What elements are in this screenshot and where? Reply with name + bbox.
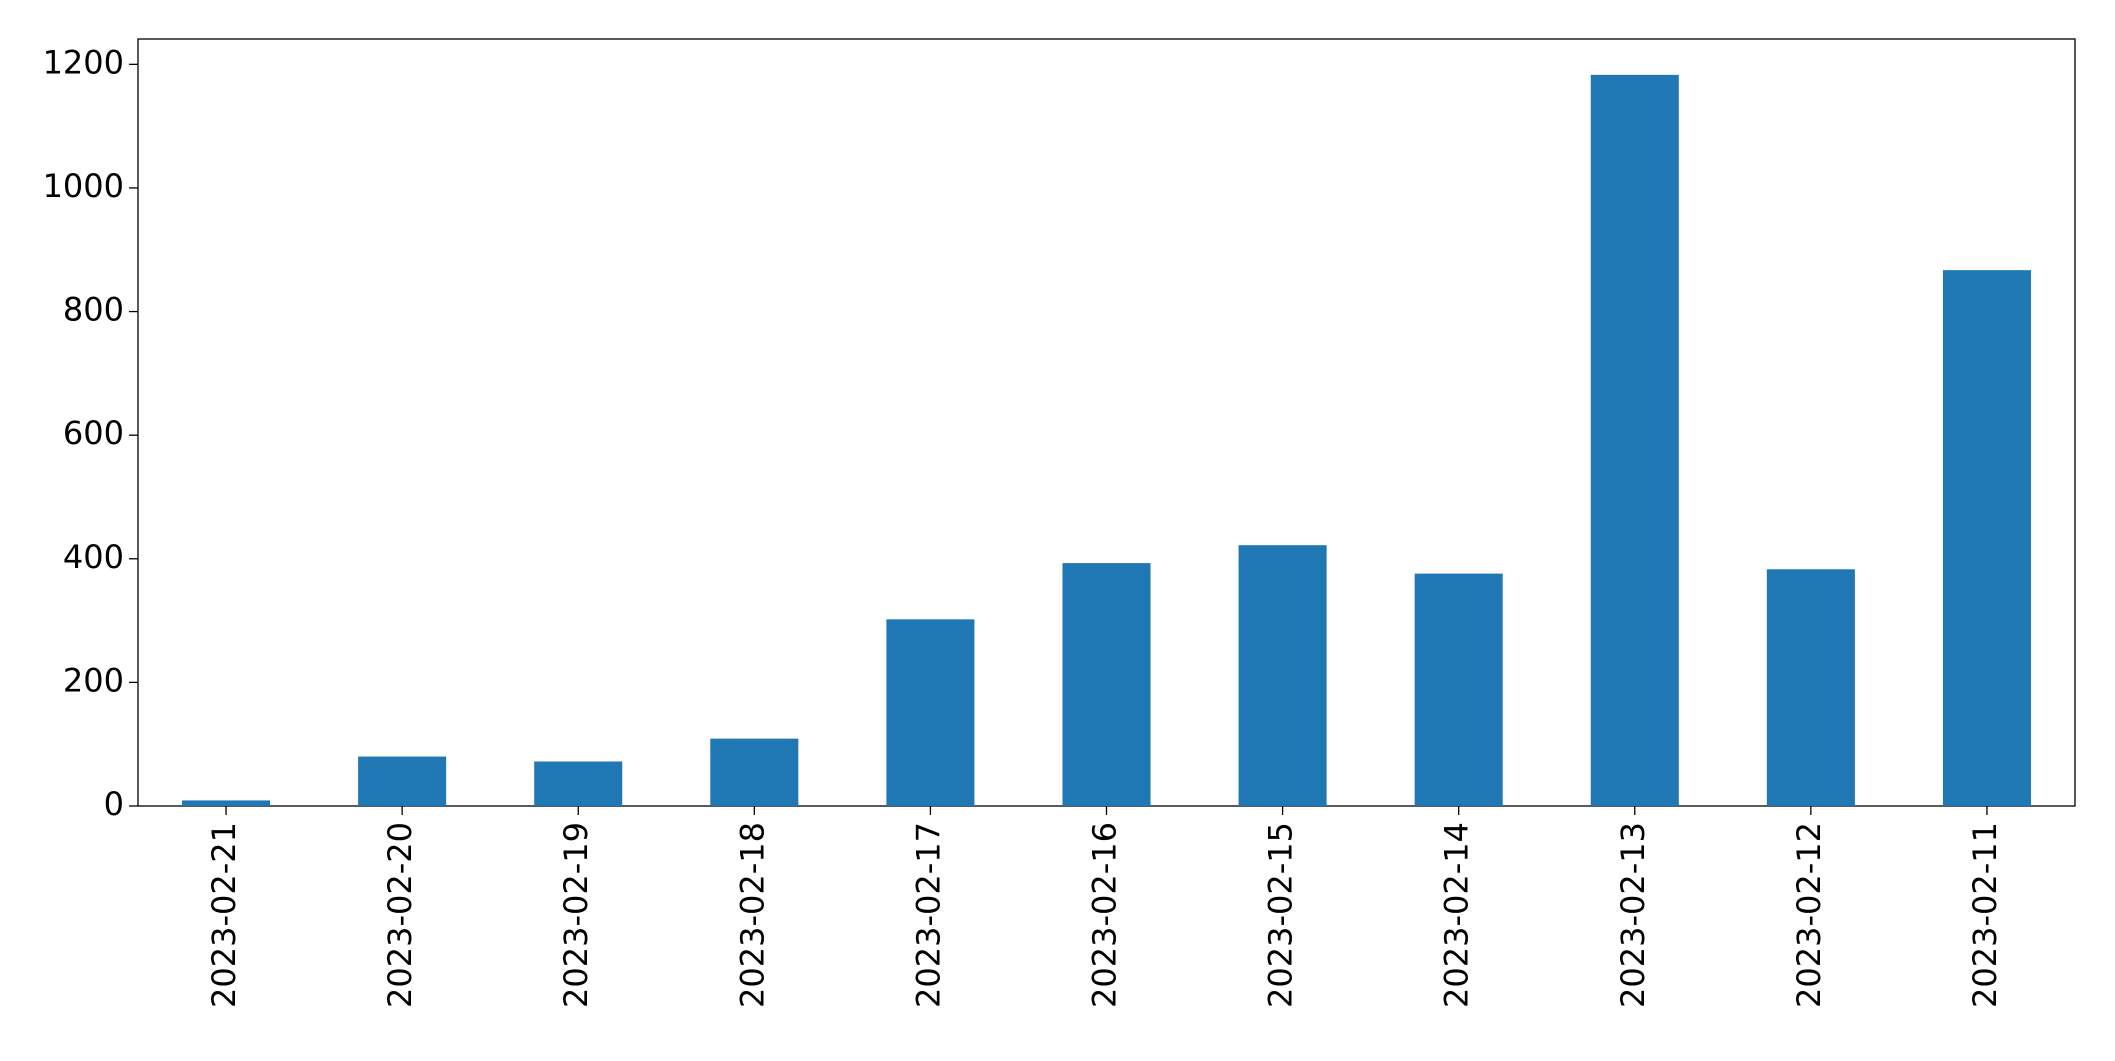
x-tick-label: 2023-02-12 — [1790, 822, 1828, 1008]
bar — [1238, 545, 1327, 806]
x-tick-label: 2023-02-15 — [1262, 822, 1300, 1008]
bar — [358, 756, 447, 806]
y-tick-label: 0 — [104, 785, 124, 823]
bar — [1766, 569, 1855, 806]
bar — [1062, 563, 1151, 806]
y-tick-label: 1000 — [43, 167, 124, 205]
x-tick-label: 2023-02-18 — [733, 822, 771, 1008]
y-tick-label: 800 — [63, 291, 124, 329]
bar — [710, 738, 799, 806]
x-tick-label: 2023-02-21 — [205, 822, 243, 1008]
y-tick-label: 200 — [63, 661, 124, 699]
bar — [534, 761, 623, 806]
bar — [1942, 270, 2031, 806]
x-tick-label: 2023-02-11 — [1966, 822, 2004, 1008]
x-tick-label: 2023-02-14 — [1438, 822, 1476, 1008]
bar — [886, 619, 975, 806]
x-tick-label: 2023-02-17 — [909, 822, 947, 1008]
x-tick-label: 2023-02-16 — [1086, 822, 1124, 1008]
x-tick-label: 2023-02-13 — [1614, 822, 1652, 1008]
bar — [1590, 74, 1679, 806]
bar — [182, 800, 271, 806]
x-tick-label: 2023-02-20 — [381, 822, 419, 1008]
y-tick-label: 600 — [63, 414, 124, 452]
y-tick-label: 1200 — [43, 43, 124, 81]
y-tick-label: 400 — [63, 538, 124, 576]
bar — [1414, 573, 1503, 806]
x-tick-label: 2023-02-19 — [557, 822, 595, 1008]
